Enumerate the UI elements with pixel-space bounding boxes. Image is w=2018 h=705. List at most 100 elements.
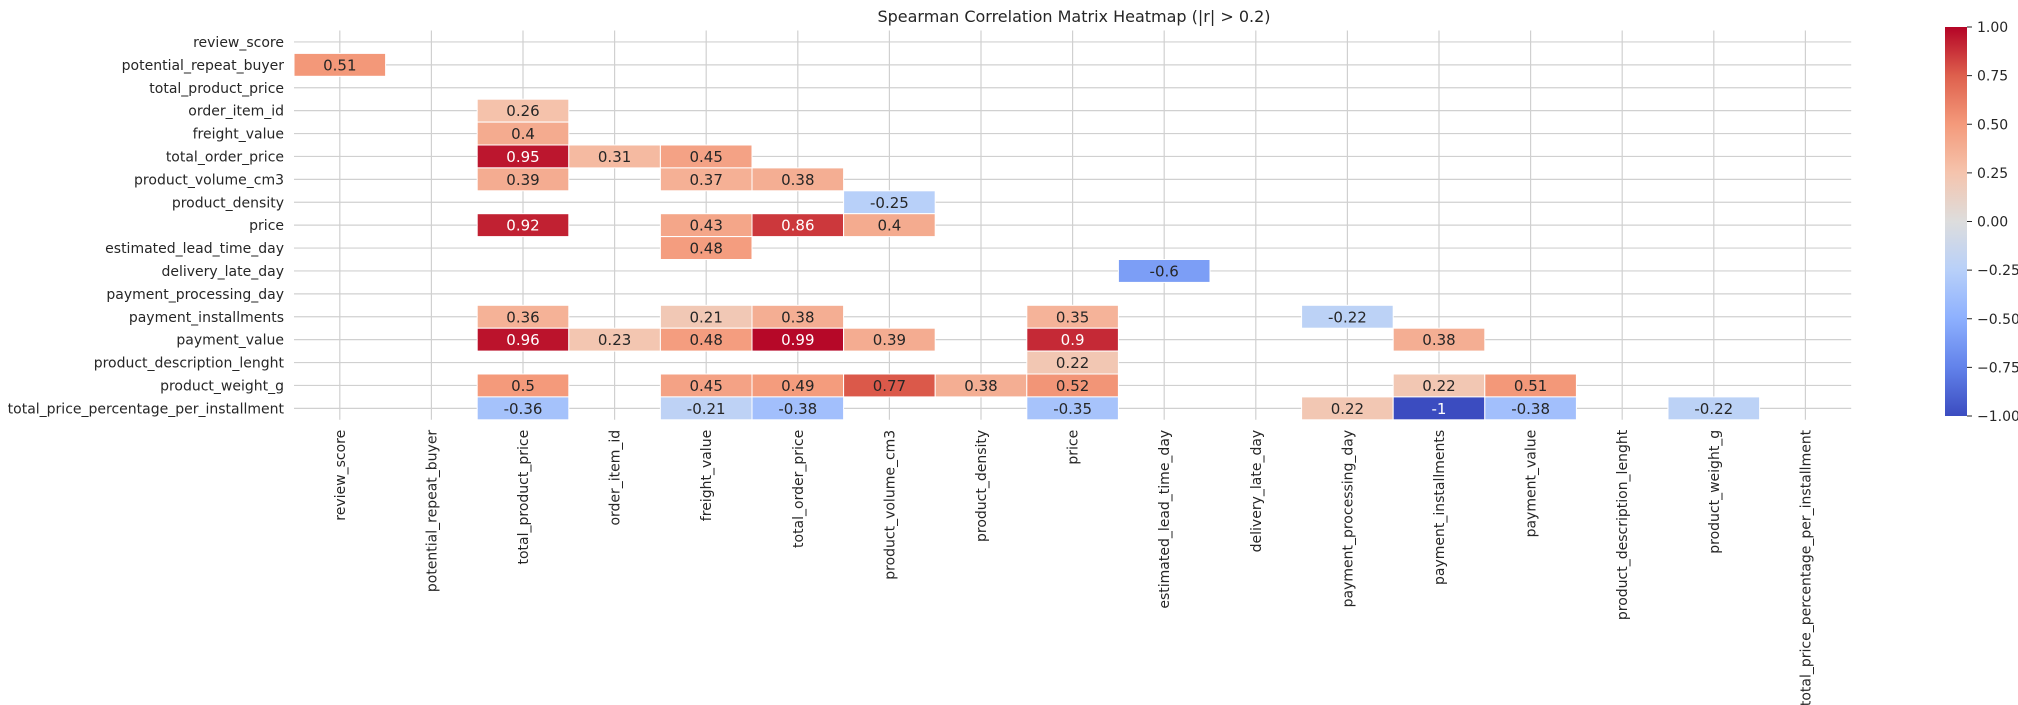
cell-value-label: -0.22 <box>1694 400 1733 418</box>
colorbar-tick-label: 1.00 <box>1977 20 2008 36</box>
heatmap-cell <box>843 327 936 352</box>
cell-value-label: 0.95 <box>506 148 539 166</box>
chart-title: Spearman Correlation Matrix Heatmap (|r|… <box>877 7 1270 26</box>
heatmap-cell <box>751 396 845 421</box>
column-label: total_product_price <box>516 430 532 565</box>
cell-value-label: 0.38 <box>781 308 814 326</box>
column-label: product_density <box>974 430 990 542</box>
cell-value-label: 0.37 <box>689 171 722 189</box>
colorbar: 1.00 0.75 0.50 0.25 0.00 −0.25 −0.50 −0.75 −1.00 <box>1945 20 2018 425</box>
column-label: product_weight_g <box>1707 430 1723 554</box>
cell-value-label: 0.48 <box>689 240 722 258</box>
colorbar-tick-label: −0.75 <box>1977 360 2018 376</box>
column-label: total_price_percentage_per_installment <box>1798 429 1814 705</box>
cell-value-label: 0.96 <box>506 331 539 349</box>
colorbar-tick-label: −0.50 <box>1977 312 2018 328</box>
cell-value-label: 0.22 <box>1422 377 1455 395</box>
colorbar-tick-label: 0.00 <box>1977 215 2008 231</box>
column-labels: review_score potential_repeat_buyer total_… <box>333 429 1815 705</box>
cell-value-label: -0.21 <box>687 400 726 418</box>
cell-value-label: 0.36 <box>506 308 539 326</box>
cell-value-label: 0.86 <box>781 217 814 235</box>
colorbar-tick-label: −0.25 <box>1977 263 2018 279</box>
cell-value-label: 0.51 <box>1514 377 1547 395</box>
column-label: product_volume_cm3 <box>882 430 898 580</box>
row-labels: review_score potential_repeat_buyer total_… <box>8 35 285 417</box>
cell-value-label: 0.51 <box>323 56 356 74</box>
cell-value-label: 0.38 <box>964 377 997 395</box>
column-label: freight_value <box>699 430 715 521</box>
heatmap-cells: 0.51 0.26 0.4 0.95 0.31 0.45 0.39 0.37 0.38 -0.25… <box>293 52 1761 421</box>
heatmap-cell <box>659 236 753 261</box>
heatmap-cell <box>476 396 570 421</box>
cell-value-label: 0.9 <box>1061 331 1085 349</box>
column-label: payment_value <box>1524 430 1540 538</box>
cell-value-label: -0.38 <box>1511 400 1550 418</box>
row-label: product_weight_g <box>160 378 284 394</box>
cell-value-label: 0.21 <box>689 308 722 326</box>
cell-value-label: 0.39 <box>506 171 539 189</box>
column-label: review_score <box>333 430 349 521</box>
row-label: product_volume_cm3 <box>134 172 284 188</box>
row-label: product_description_lenght <box>94 356 285 372</box>
heatmap-cell <box>1026 396 1119 421</box>
heatmap-cell <box>476 167 570 192</box>
heatmap-cell <box>1301 304 1394 329</box>
cell-value-label: 0.39 <box>873 331 906 349</box>
colorbar-tick-label: −1.00 <box>1977 409 2018 425</box>
heatmap-cell <box>1667 396 1761 421</box>
cell-value-label: 0.43 <box>689 217 722 235</box>
cell-value-label: 0.52 <box>1056 377 1089 395</box>
heatmap-cell <box>1484 396 1577 421</box>
cell-value-label: 0.45 <box>689 377 722 395</box>
column-label: total_order_price <box>791 430 807 548</box>
cell-value-label: 0.38 <box>781 171 814 189</box>
colorbar-ticks: 1.00 0.75 0.50 0.25 0.00 −0.25 −0.50 −0.75 −1.00 <box>1967 20 2018 425</box>
heatmap-cell <box>1117 259 1211 283</box>
cell-value-label: 0.99 <box>781 331 814 349</box>
row-label: review_score <box>193 35 284 51</box>
cell-value-label: -0.35 <box>1053 400 1092 418</box>
cell-value-label: 0.35 <box>1056 308 1089 326</box>
heatmap-cell <box>1392 327 1486 352</box>
colorbar-tick-label: 0.50 <box>1977 117 2008 133</box>
heatmap-cell <box>843 213 936 238</box>
row-label: estimated_lead_time_day <box>105 241 284 257</box>
row-label: potential_repeat_buyer <box>122 58 285 74</box>
column-label: potential_repeat_buyer <box>424 430 440 593</box>
cell-value-label: -1 <box>1432 400 1447 418</box>
row-label: total_price_percentage_per_installment <box>8 401 285 417</box>
row-label: product_density <box>172 195 284 211</box>
cell-value-label: 0.38 <box>1422 331 1455 349</box>
cell-value-label: 0.5 <box>511 377 535 395</box>
column-label: product_description_lenght <box>1615 429 1631 620</box>
row-label: payment_value <box>176 333 284 349</box>
colorbar-tick-label: 0.25 <box>1977 166 2008 182</box>
row-label: total_order_price <box>166 149 284 165</box>
cell-value-label: 0.22 <box>1331 400 1364 418</box>
row-label: price <box>249 218 284 234</box>
heatmap-cell <box>476 213 570 238</box>
colorbar-tick-label: 0.75 <box>1977 69 2008 85</box>
row-label: freight_value <box>193 127 284 143</box>
cell-value-label: 0.48 <box>689 331 722 349</box>
colorbar-gradient <box>1945 27 1967 416</box>
column-label: price <box>1066 430 1082 465</box>
column-label: delivery_late_day <box>1249 430 1265 553</box>
heatmap-cell <box>293 52 387 77</box>
cell-value-label: -0.6 <box>1150 262 1179 280</box>
cell-value-label: 0.4 <box>877 217 901 235</box>
column-label: order_item_id <box>608 430 624 526</box>
cell-value-label: 0.45 <box>689 148 722 166</box>
cell-value-label: 0.23 <box>598 331 631 349</box>
cell-value-label: -0.38 <box>778 400 817 418</box>
row-label: total_product_price <box>149 81 284 97</box>
row-label: order_item_id <box>188 104 284 120</box>
heatmap-cell <box>751 167 845 192</box>
column-label: payment_processing_day <box>1340 430 1356 608</box>
cell-value-label: 0.4 <box>511 125 535 143</box>
cell-value-label: 0.92 <box>506 217 539 235</box>
row-label: delivery_late_day <box>161 264 284 280</box>
column-label: estimated_lead_time_day <box>1157 430 1173 609</box>
